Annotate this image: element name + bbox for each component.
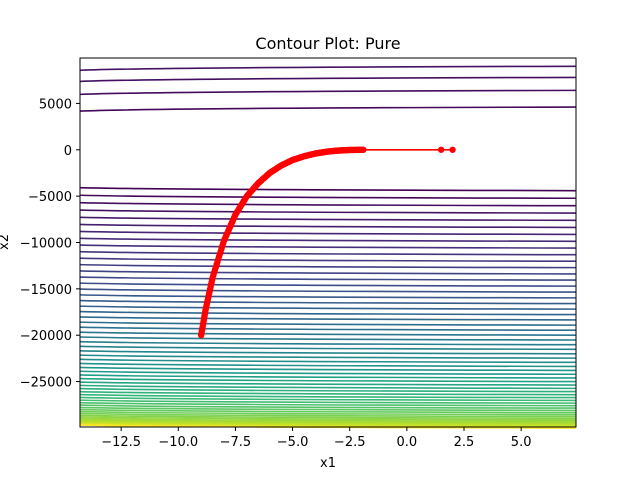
- y-axis-ticks: 5000 0 −5000 −10000 −15000 −20000 −25000: [20, 97, 80, 391]
- contour-line-lower: [79, 294, 577, 299]
- contour-line-lower: [79, 421, 577, 426]
- x-axis-ticks: −12.5 −10.0 −7.5 −5.0 −2.5 0.0 2.5 5.0: [101, 427, 531, 450]
- contour-line-lower: [79, 326, 577, 331]
- chart-title: Contour Plot: Pure: [255, 34, 400, 53]
- y-axis-label: x2: [0, 234, 12, 250]
- x-tick-label: −12.5: [101, 435, 141, 450]
- contour-line-lower: [79, 408, 577, 414]
- x-tick-label: 0.0: [397, 435, 418, 450]
- contour-line-lower: [79, 257, 577, 263]
- contour-line-lower: [79, 263, 577, 269]
- optimization-path: [197, 146, 456, 339]
- contour-line-lower: [79, 417, 577, 423]
- contour-line-lower: [79, 381, 577, 386]
- contour-line-lower: [79, 216, 577, 222]
- contour-line-lower: [79, 374, 577, 379]
- contour-line-lower: [79, 237, 577, 243]
- y-tick-label: −15000: [20, 283, 72, 298]
- contour-line-lower: [79, 282, 577, 287]
- contour-line-lower: [79, 393, 577, 399]
- contour-line-lower: [79, 384, 577, 390]
- contour-line-lower: [79, 396, 577, 402]
- x-tick-label: 2.5: [454, 435, 475, 450]
- x-axis-label: x1: [320, 456, 336, 471]
- path-marker: [449, 146, 456, 153]
- contour-line-lower: [79, 387, 577, 393]
- contour-line-lower: [79, 223, 577, 229]
- contour-lines: [79, 65, 577, 429]
- contour-line-lower: [79, 340, 577, 346]
- path-marker: [197, 332, 205, 339]
- contour-line-lower: [79, 230, 577, 236]
- x-tick-label: −7.5: [220, 435, 252, 450]
- contour-line-lower: [79, 401, 577, 407]
- contour-line-lower: [79, 420, 577, 425]
- contour-line-lower: [79, 399, 577, 404]
- contour-line-lower: [79, 377, 577, 383]
- y-tick-label: −5000: [28, 190, 72, 205]
- contour-line-upper: [79, 106, 577, 112]
- contour-line-lower: [79, 345, 577, 351]
- contour-line-lower: [79, 316, 577, 321]
- contour-line-lower: [79, 354, 577, 359]
- contour-line-lower: [79, 412, 577, 418]
- x-tick-label: 5.0: [511, 435, 532, 450]
- contour-line-lower: [79, 336, 577, 341]
- contour-line-lower: [79, 390, 577, 396]
- contour-line-lower: [79, 310, 577, 316]
- contour-line-lower: [79, 416, 577, 421]
- x-tick-label: −5.0: [277, 435, 309, 450]
- contour-line-lower: [79, 406, 577, 412]
- contour-line-upper: [79, 76, 577, 83]
- y-tick-label: −25000: [20, 376, 72, 391]
- contour-line-lower: [79, 418, 577, 424]
- contour-line-lower: [79, 410, 577, 416]
- contour-line-lower: [79, 270, 577, 275]
- path-marker: [437, 146, 445, 153]
- contour-line-lower: [79, 299, 577, 305]
- contour-line-lower: [79, 201, 577, 207]
- contour-line-lower: [79, 414, 577, 420]
- contour-line-lower: [79, 404, 577, 409]
- x-tick-label: −2.5: [334, 435, 366, 450]
- contour-line-lower: [79, 331, 577, 336]
- contour-line-lower: [79, 288, 577, 293]
- contour-line-lower: [79, 244, 577, 249]
- contour-line-lower: [79, 250, 577, 256]
- contour-line-lower: [79, 358, 577, 364]
- y-tick-label: −20000: [20, 329, 72, 344]
- contour-line-lower: [79, 362, 577, 368]
- contour-line-lower: [79, 209, 577, 214]
- contour-line-lower: [79, 366, 577, 372]
- contour-line-lower: [79, 349, 577, 355]
- contour-line-lower: [79, 194, 577, 200]
- contour-line-lower: [79, 370, 577, 376]
- x-tick-label: −10.0: [158, 435, 198, 450]
- contour-line-lower: [79, 305, 577, 310]
- contour-line-upper: [79, 89, 577, 96]
- y-tick-label: 5000: [39, 97, 72, 112]
- contour-line-upper: [79, 65, 577, 72]
- y-tick-label: −10000: [20, 237, 72, 252]
- contour-line-lower: [79, 276, 577, 281]
- y-tick-label: 0: [64, 144, 72, 159]
- contour-line-lower: [79, 321, 577, 326]
- contour-line-lower: [79, 186, 577, 192]
